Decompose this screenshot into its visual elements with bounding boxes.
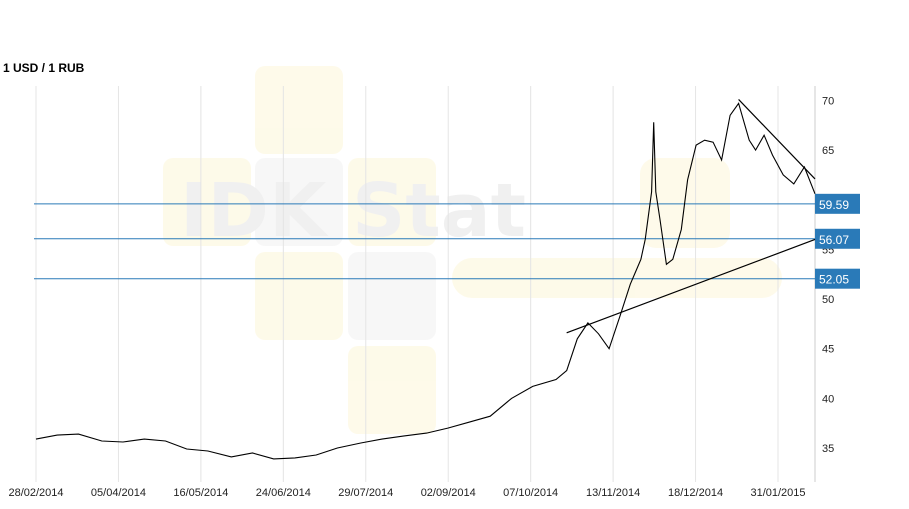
chart-title: 1 USD / 1 RUB <box>3 61 85 75</box>
level-label: 56.07 <box>819 233 849 247</box>
level-label: 52.05 <box>819 273 849 287</box>
x-axis-labels: 28/02/2014 05/04/2014 16/05/2014 24/06/2014… <box>8 487 805 499</box>
x-tick-label: 02/09/2014 <box>421 487 476 499</box>
trendline <box>738 99 816 180</box>
y-tick-label: 35 <box>822 443 834 455</box>
y-tick-label: 65 <box>822 145 834 157</box>
vertical-gridlines <box>35 86 779 482</box>
x-tick-label: 29/07/2014 <box>338 487 393 499</box>
level-label: 59.59 <box>819 198 849 212</box>
y-tick-label: 45 <box>822 344 834 356</box>
level-label-box <box>815 193 860 214</box>
y-tick-label: 50 <box>822 294 834 306</box>
x-tick-label: 13/11/2014 <box>586 487 640 499</box>
x-tick-label: 18/12/2014 <box>668 487 723 499</box>
x-tick-label: 28/02/2014 <box>8 487 63 499</box>
y-tick-label: 70 <box>822 95 834 107</box>
idkstat-watermark: IDK Stat <box>163 66 782 434</box>
trendlines <box>566 99 816 334</box>
x-tick-label: 16/05/2014 <box>173 487 228 499</box>
y-axis-labels: 3540455055606570 <box>822 95 834 455</box>
x-tick-label: 05/04/2014 <box>91 487 146 499</box>
level-label-box <box>815 228 860 249</box>
trendline <box>566 238 816 334</box>
x-tick-label: 24/06/2014 <box>256 487 311 499</box>
series-line <box>35 102 816 460</box>
svg-text:IDK Stat: IDK Stat <box>180 168 526 254</box>
x-tick-label: 07/10/2014 <box>503 487 558 499</box>
y-tick-label: 40 <box>822 393 834 405</box>
x-tick-label: 31/01/2015 <box>750 487 805 499</box>
level-label-box <box>815 268 860 289</box>
